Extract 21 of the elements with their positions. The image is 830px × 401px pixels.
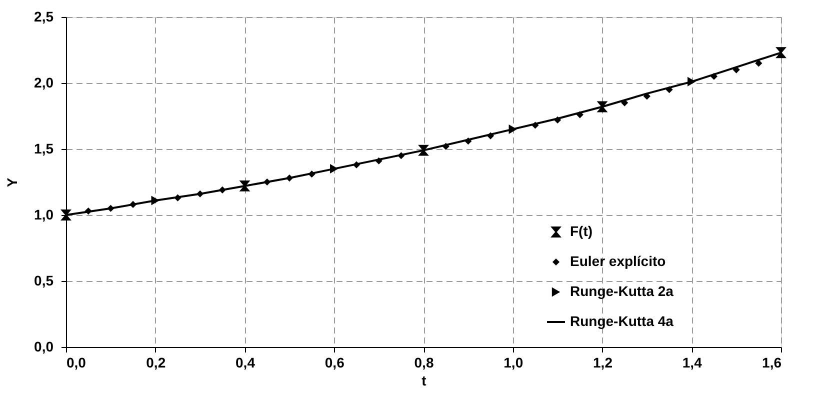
x-tick-label: 1,6 — [762, 354, 782, 370]
y-tick-label: 2,5 — [34, 8, 54, 24]
x-axis-title: t — [422, 372, 427, 388]
legend-label: Runge-Kutta 2a — [570, 283, 674, 299]
legend-label: F(t) — [570, 223, 593, 239]
x-tick-label: 0,6 — [324, 354, 345, 370]
y-axis-title: Y — [4, 177, 20, 188]
legend-label: Runge-Kutta 4a — [570, 313, 674, 329]
x-tick-label: 0,4 — [236, 354, 256, 370]
x-tick-label: 1,4 — [682, 354, 702, 370]
x-tick-label: 0,0 — [66, 354, 86, 370]
y-tick-label: 0,0 — [34, 338, 54, 354]
y-tick-label: 2,0 — [34, 74, 54, 90]
y-tick-label: 1,5 — [34, 140, 54, 156]
x-tick-label: 0,8 — [414, 354, 434, 370]
y-tick-label: 1,0 — [34, 206, 54, 222]
y-tick-label: 0,5 — [34, 272, 54, 288]
x-tick-label: 1,2 — [593, 354, 613, 370]
x-tick-label: 1,0 — [504, 354, 524, 370]
x-tick-label: 0,2 — [146, 354, 166, 370]
legend-label: Euler explícito — [570, 253, 666, 269]
